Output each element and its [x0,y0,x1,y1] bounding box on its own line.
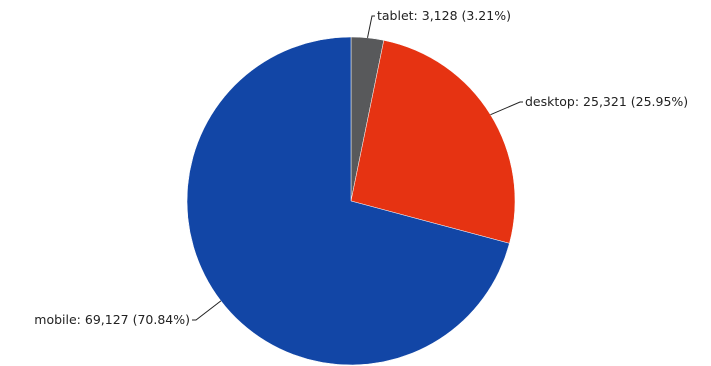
leader-line-mobile [192,300,222,321]
slice-label-tablet: tablet: 3,128 (3.21%) [377,8,511,23]
pie-slice-mobile[interactable] [186,36,510,366]
leader-line-desktop [490,101,523,116]
pie-slice-desktop[interactable] [350,40,516,244]
slice-labels: tablet: 3,128 (3.21%) desktop: 25,321 (25… [34,8,688,327]
leader-line-tablet [367,15,375,38]
slice-label-mobile: mobile: 69,127 (70.84%) [34,312,190,327]
pie-slices [186,36,516,366]
slice-label-desktop: desktop: 25,321 (25.95%) [525,94,688,109]
